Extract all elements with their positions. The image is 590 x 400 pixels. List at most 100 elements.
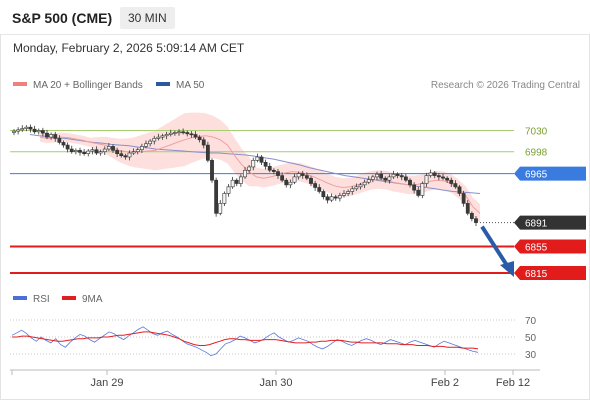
ma50-swatch [156,82,170,87]
candle-up [90,149,95,152]
candle-down [181,131,186,134]
bollinger-band [40,112,480,223]
candle-down [333,196,338,199]
level-label-6891: 6891 [525,219,548,230]
x-axis-label: Feb 2 [431,377,459,389]
candle-down [193,134,198,138]
bollinger-swatch [13,82,27,87]
candle-down [40,130,45,134]
candle-down [469,213,474,219]
candle-down [234,179,239,184]
candle-down [457,186,462,194]
level-tag-6891 [514,215,586,230]
candle-up [131,151,136,154]
level-label-6815: 6815 [525,269,548,280]
candle-up [230,179,235,188]
candle-up [222,193,227,204]
candle-down [304,175,309,179]
candle-down [205,144,210,161]
candle-up [127,152,132,158]
candle-down [32,128,37,133]
candle-up [288,181,293,186]
candle-down [432,172,437,176]
rsi-ma-line [12,331,479,350]
level-label-6998: 6998 [525,148,548,159]
candle-up [329,196,334,201]
candle-down [61,142,66,146]
rsi-swatch [13,296,27,301]
candle-down [259,156,264,163]
candle-down [53,134,58,139]
legend-bollinger: MA 20 + Bollinger Bands [13,80,143,91]
candle-down [284,179,289,186]
level-tag-6965 [514,166,586,181]
x-axis-label: Jan 29 [90,377,123,389]
rsi-level-label: 70 [525,316,537,327]
candle-up [391,173,396,178]
candle-up [366,179,371,183]
candle-down [57,138,62,143]
rsi-line [11,326,479,357]
candle-down [94,149,99,154]
candle-up [370,176,375,180]
candle-up [238,176,243,184]
candle-up [428,172,433,176]
x-axis-label: Feb 12 [496,377,530,389]
candle-up [156,136,161,139]
candle-up [243,169,247,178]
candle-up [387,176,392,181]
candle-down [280,175,285,181]
candle-down [300,173,305,176]
candle-down [436,175,441,178]
level-tag-6815 [514,266,586,280]
candle-up [106,146,111,150]
candle-down [465,203,470,214]
timeframe-button[interactable]: 30 MIN [120,7,175,29]
candle-up [73,150,78,153]
level-label-6965: 6965 [525,170,548,181]
candle-up [16,129,21,132]
legend-ma50: MA 50 [156,80,204,91]
candle-down [45,132,49,138]
candle-down [408,179,412,186]
candle-up [177,131,181,134]
candle-up [337,195,342,199]
candle-up [251,160,256,168]
candle-down [449,179,454,184]
candle-down [271,169,276,172]
rsi-level-label: 30 [525,350,537,361]
candle-down [65,144,70,150]
level-label-7030: 7030 [525,127,548,138]
header-bar: S&P 500 (CME) 30 MIN [0,0,590,35]
candle-down [445,177,450,181]
level-tag-6855 [514,239,586,254]
rsi-level-label: 50 [525,333,537,344]
candle-down [82,152,87,154]
candle-down [119,153,124,156]
candle-down [276,171,280,176]
timestamp: Monday, February 2, 2026 5:09:14 AM CET [13,41,245,55]
level-tag-6998 [514,144,586,159]
candle-down [115,150,120,154]
candle-up [350,188,355,192]
candle-down [325,196,330,201]
candle-up [86,150,91,154]
candle-up [139,146,144,151]
candle-down [123,155,128,158]
legend-rsi-ma: 9MA [62,294,103,305]
candle-down [399,175,404,178]
legend-rsi: RSI [13,294,50,305]
rsi-ma-label: 9MA [82,294,103,305]
candle-down [453,183,458,188]
candle-up [148,140,153,145]
candle-down [313,183,318,188]
candle-down [403,176,408,181]
candle-up [49,134,54,138]
candle-down [416,189,421,196]
candle-up [168,132,173,135]
candle-up [420,183,425,196]
ma50-label: MA 50 [176,80,205,91]
candle-down [263,162,268,167]
x-axis-label: Jan 30 [259,377,292,389]
